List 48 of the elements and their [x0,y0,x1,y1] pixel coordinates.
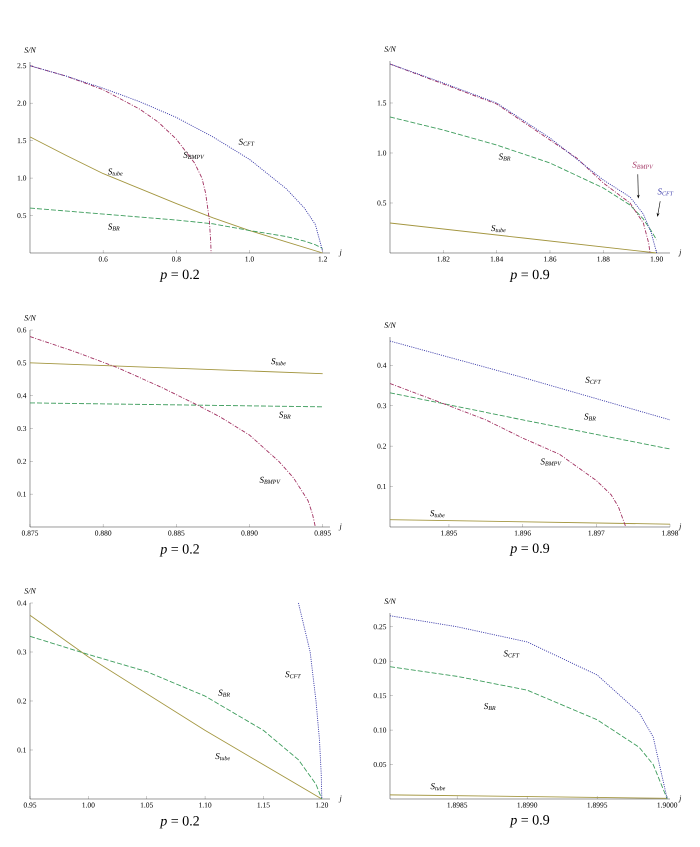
x-axis-title: j [338,795,342,802]
text: p = 0.2 [159,270,199,282]
series-label: S$_{BR}$ [108,224,120,231]
series-label: S$_{BR}$ [218,690,230,697]
line-series [30,65,212,254]
series-label: S$_{tube}$ [215,753,230,760]
line-series [30,136,324,254]
series-label: S$_{BMPV}$ [183,152,204,159]
line-series [390,383,626,528]
series-label: S$_{BMPV}$ [260,476,281,484]
x-axis-title: j [678,523,682,531]
text: S$_{BR}$ [484,703,496,710]
series-label: S$_{tube}$ [108,168,123,176]
series-label: S$_{CFT}$ [285,671,301,678]
line-series [30,65,324,252]
y-axis-title: S/N [24,588,36,594]
x-axis-title: j [678,795,682,802]
line-series [30,336,316,528]
x-axis-title: j [338,523,342,531]
series-label: S$_{BR}$ [498,154,510,160]
y-axis-title: S/N [384,322,396,328]
y-axis-title: S/N [24,47,36,53]
text: S$_{BMPV}$ [632,162,654,169]
series-label: S$_{BMPV}$ [540,458,562,466]
line-series [390,666,668,800]
text: p = 0.9 [509,544,550,556]
x-axis-title: j [678,249,682,257]
series-label: S$_{tube}$ [430,783,446,790]
text: p = 0.9 [509,270,550,282]
series-label: S$_{tube}$ [271,358,286,366]
line-series [30,208,324,249]
text: p = 0.9 [509,815,550,828]
series-label: S$_{CFT}$ [238,138,254,146]
series-label: S$_{tube}$ [491,225,506,232]
y-axis-title: S/N [384,598,396,604]
series-label: S$_{BR}$ [584,414,596,420]
series-label: S$_{CFT}$ [585,376,602,384]
text: p = 0.2 [159,544,199,557]
series-label: S$_{tube}$ [430,510,445,518]
series-label: S$_{BR}$ [278,412,291,419]
text: S$_{CFT}$ [658,188,674,196]
text: p = 0.2 [159,816,199,828]
line-series [390,116,658,240]
series-label: S$_{CFT}$ [504,650,520,658]
x-axis-title: j [338,249,342,257]
y-axis-title: S/N [24,315,36,321]
y-axis-title: S/N [384,46,396,52]
line-series [390,615,668,800]
